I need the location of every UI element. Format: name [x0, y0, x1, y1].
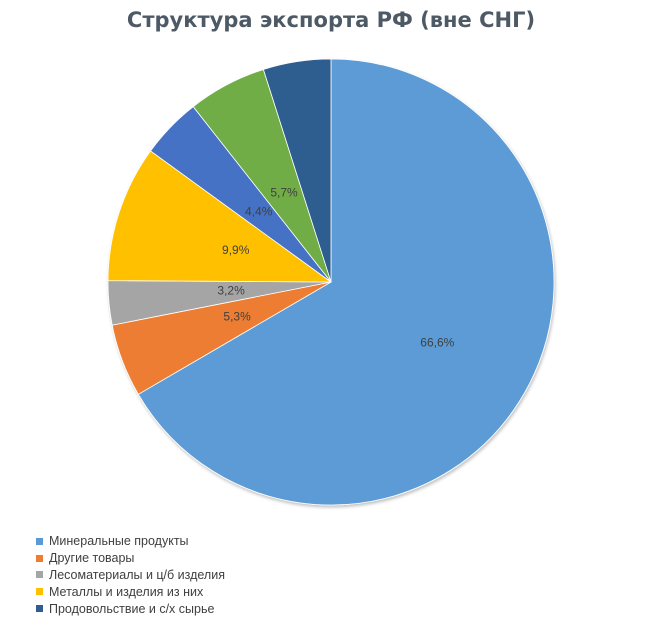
- legend-swatch: [36, 605, 43, 613]
- chart-title: Структура экспорта РФ (вне СНГ): [126, 8, 536, 32]
- pie-slice-6: [262, 58, 332, 283]
- legend-item-3: Металлы и изделия из них: [36, 583, 225, 600]
- pie-chart: 66,6% 5,3% 3,2% 9,9% 4,4% 5,7%: [107, 58, 555, 506]
- pie-slice-3: [107, 150, 333, 283]
- legend-label: Продовольствие и с/х сырье: [49, 601, 215, 616]
- legend-label: Минеральные продукты: [49, 534, 189, 549]
- legend-item-4: Продовольствие и с/х сырье: [36, 600, 225, 617]
- data-label-1: 5,3%: [223, 310, 251, 324]
- pie-slice-0: [137, 58, 555, 506]
- legend-label: Другие товары: [49, 551, 135, 566]
- legend-item-2: Лесоматериалы и ц/б изделия: [36, 567, 225, 584]
- legend-item-1: Другие товары: [36, 550, 225, 567]
- legend-swatch: [36, 588, 43, 596]
- legend-swatch: [36, 571, 43, 579]
- legend-label: Лесоматериалы и ц/б изделия: [49, 567, 225, 582]
- data-label-5: 5,7%: [270, 185, 298, 199]
- legend-item-0: Минеральные продукты: [36, 533, 225, 550]
- data-label-2: 3,2%: [217, 284, 245, 298]
- legend: Минеральные продукты Другие товары Лесомат…: [36, 533, 225, 617]
- data-label-3: 9,9%: [222, 243, 250, 257]
- legend-label: Металлы и изделия из них: [49, 584, 204, 599]
- data-label-4: 4,4%: [245, 205, 273, 219]
- data-label-0: 66,6%: [420, 335, 454, 349]
- legend-swatch: [36, 537, 43, 545]
- legend-swatch: [36, 554, 43, 562]
